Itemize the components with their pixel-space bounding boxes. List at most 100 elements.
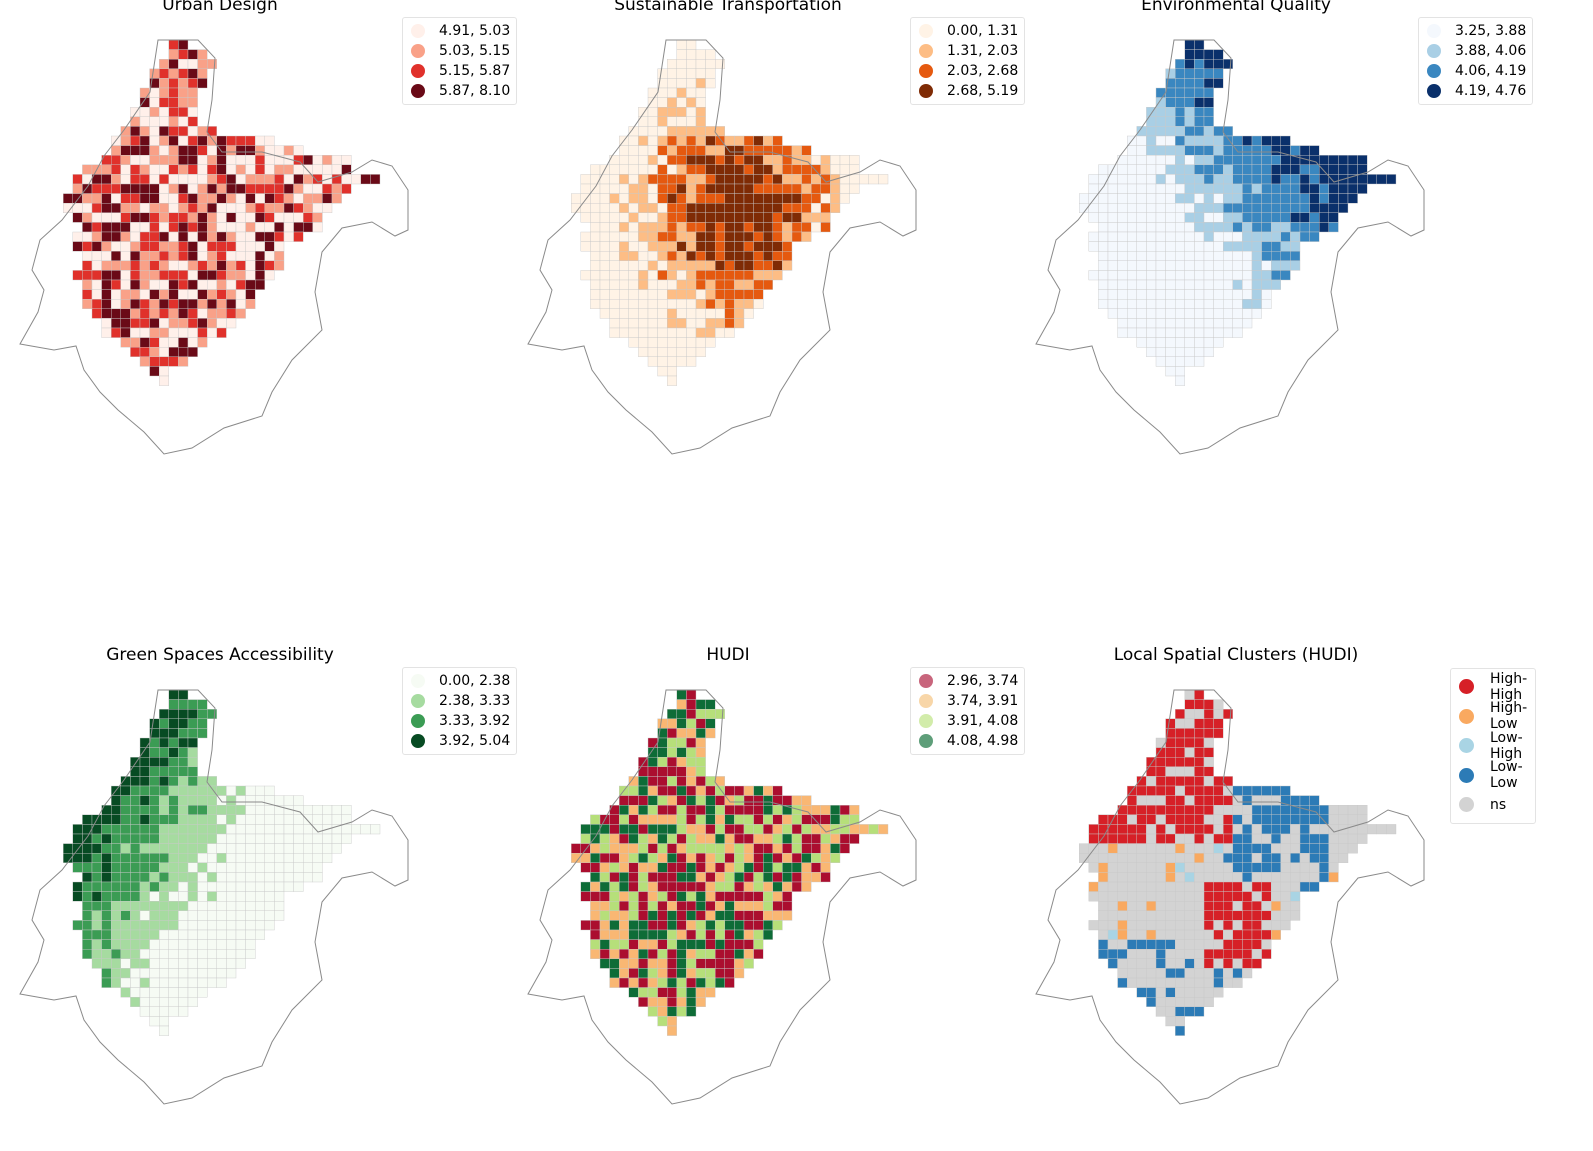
grid-cell [1280, 910, 1291, 921]
grid-cell [571, 193, 582, 204]
grid-cell [1194, 958, 1205, 969]
grid-cell [1107, 299, 1118, 310]
grid-cell [158, 68, 169, 79]
grid-cell [743, 920, 754, 931]
grid-cell [1117, 804, 1128, 815]
grid-cell [120, 804, 131, 815]
grid-cell [695, 318, 706, 329]
grid-cell [1328, 804, 1339, 815]
boundary-outline [527, 689, 917, 1105]
grid-cell [609, 949, 620, 960]
grid-cell [1213, 174, 1224, 185]
grid-cell [1136, 270, 1147, 281]
grid-cell [839, 843, 850, 854]
grid-cell [772, 824, 783, 835]
grid-cell [1098, 299, 1109, 310]
grid-cell [1098, 881, 1109, 892]
grid-cell [101, 977, 112, 988]
grid-cell [130, 804, 141, 815]
grid-cell [705, 126, 716, 137]
grid-cell [686, 49, 697, 60]
grid-cell [839, 164, 850, 175]
grid-cell [283, 212, 294, 223]
grid-cell [666, 814, 677, 825]
grid-cell [628, 910, 639, 921]
grid-cell [1242, 852, 1253, 863]
grid-cell [609, 929, 620, 940]
grid-cell [158, 795, 169, 806]
grid-cell [811, 852, 822, 863]
grid-cell [782, 852, 793, 863]
grid-cell [666, 843, 677, 854]
grid-cell [1242, 929, 1253, 940]
grid-cell [1174, 949, 1185, 960]
grid-cell [139, 804, 150, 815]
grid-cell [1136, 164, 1147, 175]
grid-cell [772, 862, 783, 873]
grid-cell [599, 193, 610, 204]
grid-cell [130, 824, 141, 835]
grid-cell [130, 872, 141, 883]
grid-cell [811, 202, 822, 213]
grid-cell [734, 289, 745, 300]
grid-cell [628, 193, 639, 204]
grid-cell [1098, 910, 1109, 921]
grid-cell [187, 747, 198, 758]
grid-cell [1203, 87, 1214, 98]
grid-cell [609, 212, 620, 223]
grid-cell [1146, 154, 1157, 165]
grid-cell [1232, 135, 1243, 146]
grid-cell [1280, 872, 1291, 883]
grid-cell [1232, 183, 1243, 194]
grid-cell [686, 910, 697, 921]
grid-cell [714, 929, 725, 940]
grid-cell [1261, 949, 1272, 960]
grid-cell [628, 833, 639, 844]
grid-cell [101, 231, 112, 242]
grid-cell [1165, 804, 1176, 815]
grid-cell [762, 231, 773, 242]
grid-cell [609, 833, 620, 844]
grid-cell [274, 814, 285, 825]
grid-cell [666, 709, 677, 720]
grid-cell [1222, 949, 1233, 960]
grid-cell [1126, 881, 1137, 892]
grid-cell [303, 843, 314, 854]
grid-cell [676, 116, 687, 127]
grid-cell [1165, 202, 1176, 213]
grid-cell [609, 222, 620, 233]
grid-cell [168, 977, 179, 988]
grid-cell [226, 193, 237, 204]
legend-swatch [1459, 767, 1474, 783]
grid-cell [216, 260, 227, 271]
grid-cell [724, 289, 735, 300]
grid-cell [772, 920, 783, 931]
grid-cell [1280, 174, 1291, 185]
grid-cell [762, 135, 773, 146]
legend-item: 2.38, 3.33 [411, 691, 510, 711]
grid-cell [686, 260, 697, 271]
grid-cell [647, 920, 658, 931]
grid-cell [1242, 308, 1253, 319]
grid-cell [235, 881, 246, 892]
grid-cell [676, 356, 687, 367]
grid-cell [158, 337, 169, 348]
grid-cell [158, 881, 169, 892]
grid-cell [1155, 910, 1166, 921]
grid-cell [1242, 910, 1253, 921]
grid-cell [1251, 852, 1262, 863]
grid-cell [657, 202, 668, 213]
grid-cell [216, 193, 227, 204]
grid-cell [753, 891, 764, 902]
grid-cell [245, 900, 256, 911]
grid-cell [168, 279, 179, 290]
grid-cell [139, 154, 150, 165]
grid-cell [110, 270, 121, 281]
grid-cell [811, 183, 822, 194]
grid-cell [226, 135, 237, 146]
grid-cell [1155, 154, 1166, 165]
grid-cell [743, 308, 754, 319]
grid-cell [101, 193, 112, 204]
grid-cell [110, 795, 121, 806]
grid-cell [1232, 872, 1243, 883]
